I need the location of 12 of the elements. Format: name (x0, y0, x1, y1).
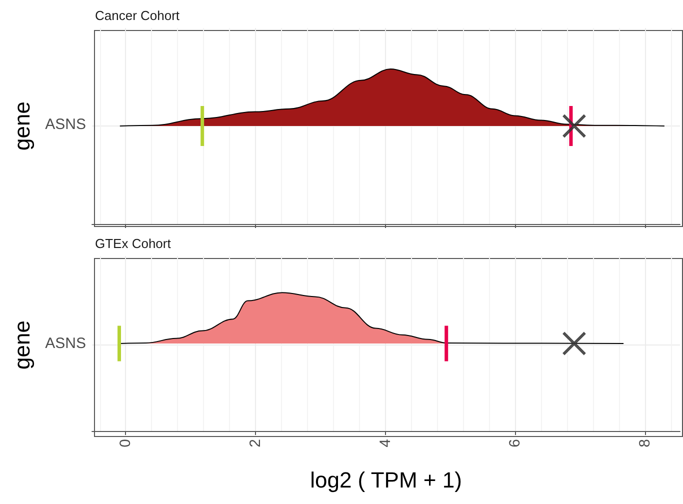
x-tick-label: 6 (506, 439, 524, 448)
x-tick-label: 0 (117, 439, 134, 448)
x-tick-label: 2 (247, 439, 264, 448)
x-tick-label: 4 (376, 439, 394, 448)
y-axis-title: gene (10, 320, 34, 370)
x-tick-label: 8 (636, 439, 654, 448)
text: ASNS (45, 116, 86, 133)
y-axis-title: gene (10, 102, 34, 150)
text: ASNS (45, 335, 86, 352)
chart-title: GTEx Cohort (95, 236, 172, 251)
chart-title: Cancer Cohort (95, 8, 180, 23)
x-axis-title: log2 ( TPM + 1) (310, 468, 462, 492)
